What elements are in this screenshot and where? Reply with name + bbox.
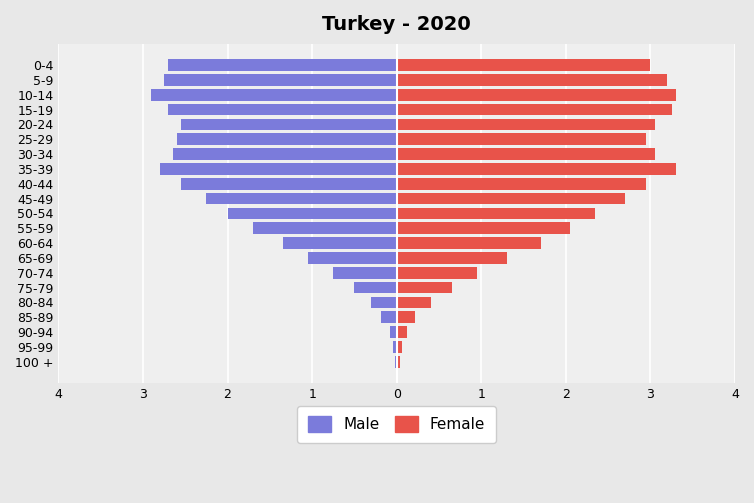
Bar [397,267,477,279]
Bar [253,222,397,234]
Bar [354,282,397,293]
Bar [397,356,400,368]
Bar [164,74,397,86]
Bar [152,89,397,101]
Bar [397,252,507,264]
Bar [397,59,651,71]
Bar [371,297,397,308]
Bar [333,267,397,279]
Bar [397,178,646,190]
Bar [207,193,397,204]
Bar [397,326,407,338]
Bar [181,119,397,130]
Bar [181,178,397,190]
Bar [283,237,397,249]
Bar [397,163,676,175]
Bar [397,297,431,308]
Bar [397,89,676,101]
Bar [397,237,541,249]
Bar [308,252,397,264]
Bar [397,74,667,86]
Bar [390,326,397,338]
Bar [397,311,415,323]
Bar [228,208,397,219]
Bar [168,59,397,71]
Legend: Male, Female: Male, Female [297,406,496,443]
Bar [397,222,570,234]
Bar [394,341,397,353]
Bar [397,104,672,115]
Bar [397,193,625,204]
Bar [397,282,452,293]
Bar [397,208,596,219]
Bar [397,119,654,130]
Bar [160,163,397,175]
Bar [397,133,646,145]
Bar [173,148,397,160]
Bar [397,341,402,353]
Title: Turkey - 2020: Turkey - 2020 [323,15,471,34]
Bar [176,133,397,145]
Bar [168,104,397,115]
Bar [382,311,397,323]
Bar [397,148,654,160]
X-axis label: Population (in millions): Population (in millions) [317,406,476,421]
Bar [395,356,397,368]
